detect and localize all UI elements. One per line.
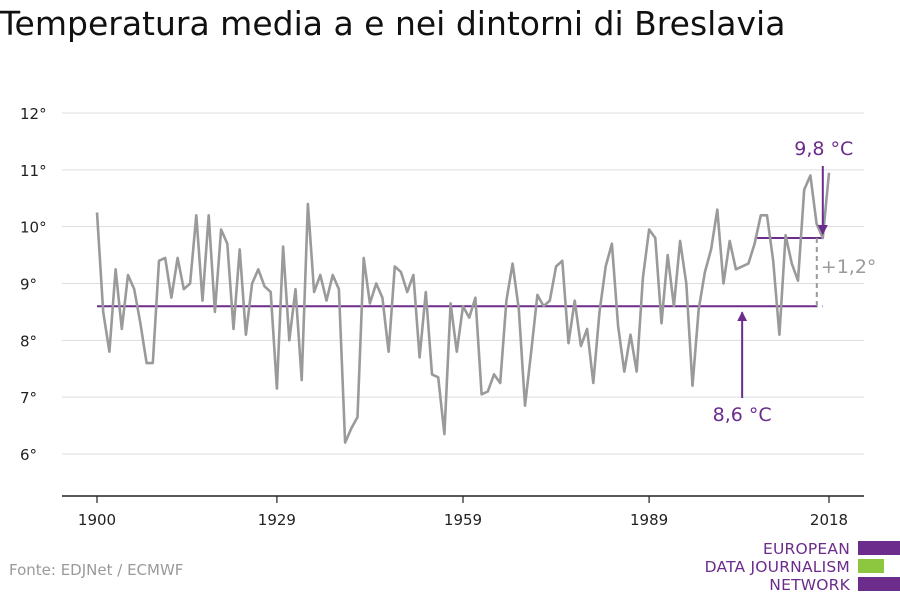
logo-bar-purple: [858, 541, 900, 555]
edjnet-logo: EUROPEAN DATA JOURNALISM NETWORK: [690, 538, 900, 598]
baseline-label: 8,6 °C: [713, 404, 772, 426]
series-layer: [95, 172, 831, 444]
x-tick-label-1929: 1929: [258, 511, 296, 529]
x-tick-label-2018: 2018: [810, 511, 848, 529]
logo-text-line-3: NETWORK: [769, 576, 850, 594]
y-tick-label-9: 9°: [20, 276, 37, 294]
logo-text-line-1: EUROPEAN: [762, 540, 850, 558]
logo-text-line-2: DATA JOURNALISM: [704, 558, 850, 576]
difference-label: +1,2°: [821, 256, 877, 278]
temperature-series-line: [95, 172, 831, 444]
logo-bar-green: [858, 559, 884, 573]
grid-lines: [62, 112, 864, 455]
y-tick-label-7: 7°: [20, 389, 37, 407]
annotation-labels: 8,6 °C 9,8 °C +1,2°: [713, 138, 877, 426]
page-title: Temperatura media a e nei dintorni di Br…: [0, 4, 786, 43]
recent-label: 9,8 °C: [794, 138, 853, 160]
x-tick-label-1959: 1959: [444, 511, 482, 529]
x-tick-label-1989: 1989: [630, 511, 668, 529]
logo-bar-purple-2: [858, 577, 900, 591]
x-tick-label-1900: 1900: [78, 511, 116, 529]
y-axis-ticks: 6° 7° 8° 9° 10° 11° 12°: [20, 105, 47, 464]
y-tick-label-10: 10°: [20, 219, 47, 237]
y-tick-label-12: 12°: [20, 105, 47, 123]
y-tick-label-11: 11°: [20, 162, 47, 180]
x-axis-ticks: 1900 1929 1959 1989 2018: [62, 495, 864, 529]
y-tick-label-6: 6°: [20, 446, 37, 464]
source-note: Fonte: EDJNet / ECMWF: [9, 561, 184, 579]
y-tick-label-8: 8°: [20, 332, 37, 350]
